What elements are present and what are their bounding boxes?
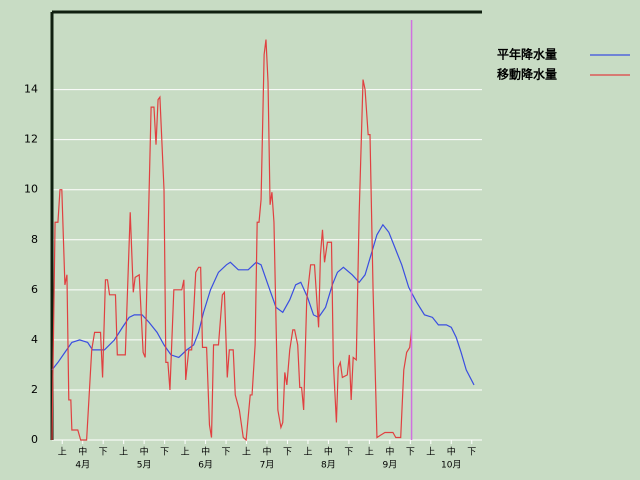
x-tick-label: 下 [222, 448, 231, 458]
x-tick-label: 上 [426, 447, 435, 458]
x-tick-label: 上 [303, 447, 312, 458]
y-tick-label: 0 [31, 433, 38, 446]
y-tick-label: 6 [31, 283, 38, 296]
month-label: 8月 [321, 460, 336, 471]
x-tick-label: 上 [365, 447, 374, 458]
x-tick-label: 下 [99, 448, 108, 458]
x-tick-label: 下 [406, 448, 415, 458]
y-tick-label: 14 [24, 83, 38, 96]
y-tick-label: 10 [24, 183, 38, 196]
y-tick-label: 4 [31, 333, 38, 346]
x-tick-label: 下 [283, 448, 292, 458]
x-tick-label: 中 [140, 446, 149, 458]
month-label: 9月 [382, 460, 397, 471]
x-tick-label: 上 [242, 447, 251, 458]
x-tick-label: 上 [58, 447, 67, 458]
y-tick-label: 8 [31, 233, 38, 246]
x-tick-label: 下 [344, 448, 353, 458]
month-label: 4月 [75, 460, 90, 471]
x-tick-label: 下 [160, 448, 169, 458]
month-label: 6月 [198, 460, 213, 471]
x-tick-label: 中 [385, 446, 394, 458]
series-line [51, 39, 413, 442]
legend-label: 移動降水量 [497, 67, 557, 82]
x-tick-label: 上 [119, 447, 128, 458]
x-tick-label: 上 [181, 447, 190, 458]
month-label: 5月 [137, 460, 152, 471]
x-tick-label: 中 [78, 446, 87, 458]
x-tick-label: 中 [262, 446, 271, 458]
month-label: 10月 [441, 460, 461, 471]
y-tick-label: 12 [24, 133, 38, 146]
legend-label: 平年降水量 [497, 47, 557, 62]
x-tick-label: 中 [324, 446, 333, 458]
month-label: 7月 [260, 460, 275, 471]
x-tick-label: 下 [467, 448, 476, 458]
x-tick-label: 中 [201, 446, 210, 458]
x-tick-label: 中 [447, 446, 456, 458]
y-tick-label: 2 [31, 383, 38, 396]
